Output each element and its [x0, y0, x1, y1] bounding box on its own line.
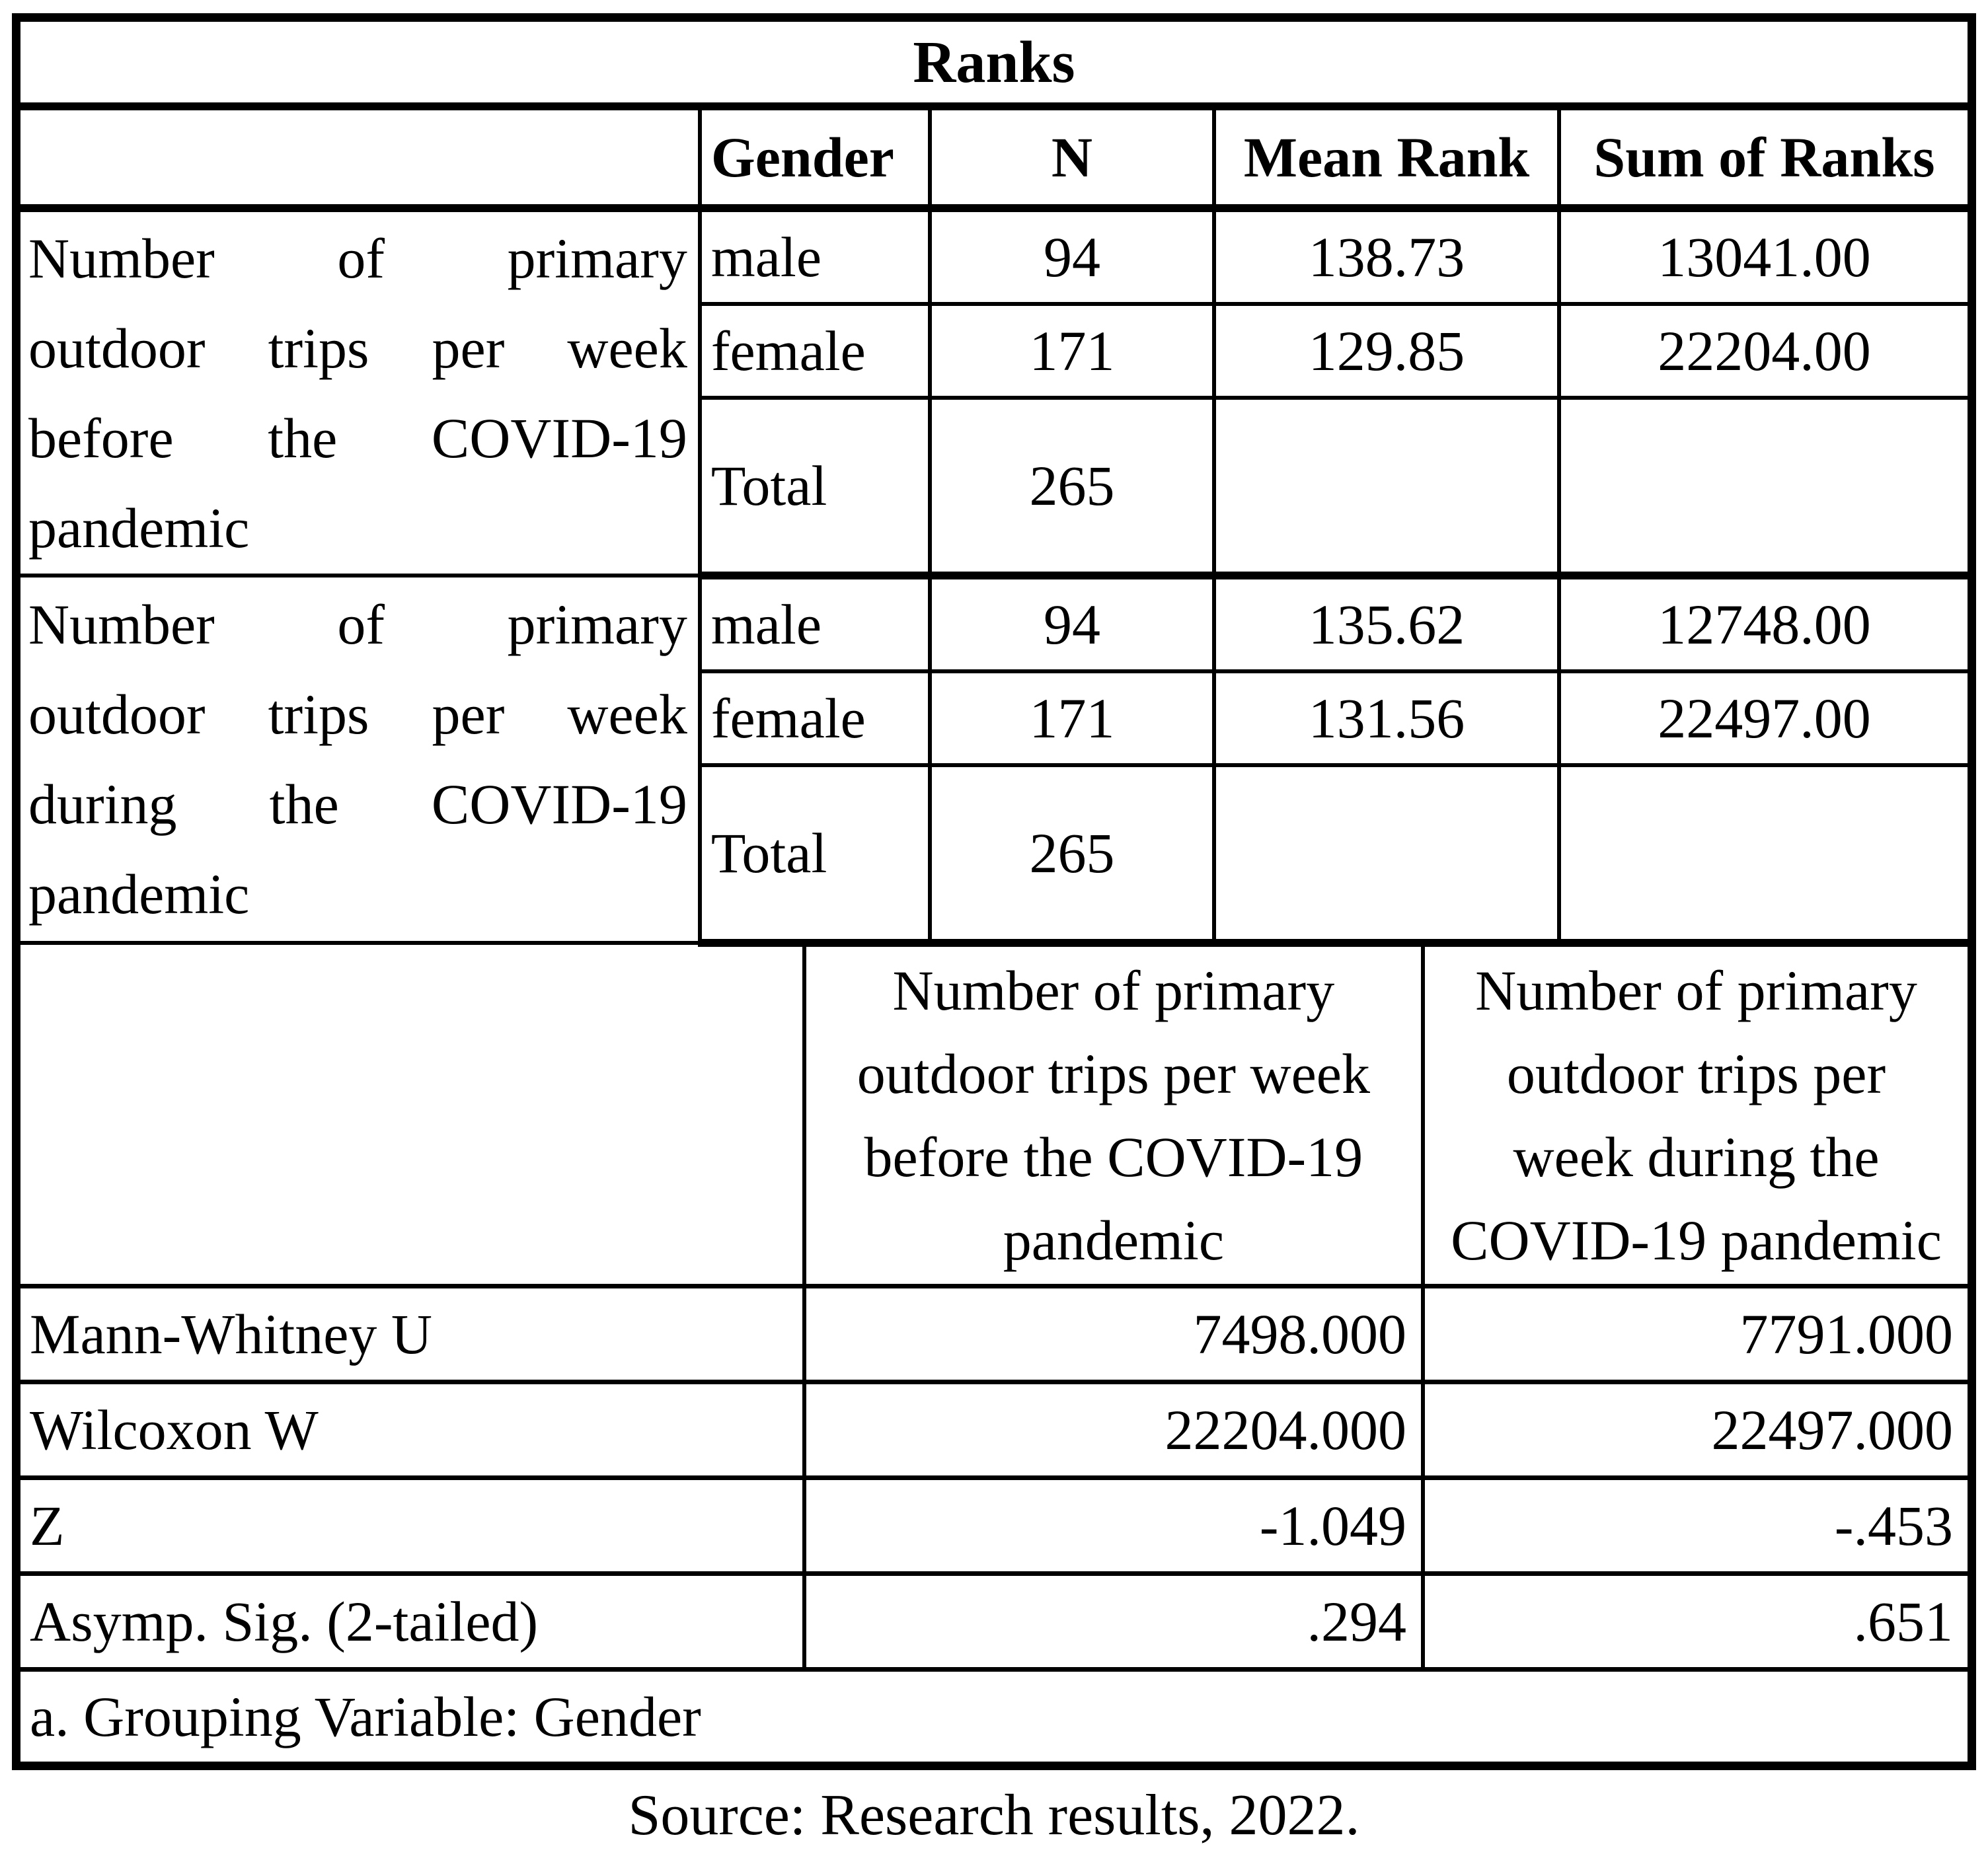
table-row: Mann-Whitney U 7498.000 7791.000 — [20, 1286, 1968, 1384]
table-row-total: Total 265 — [20, 765, 1968, 947]
row-label-line: pandemic — [28, 862, 250, 926]
column-header-gender: Gender — [697, 106, 930, 212]
row-label-line: outdoor trips per week — [28, 316, 687, 380]
gender-cell: male — [697, 576, 930, 673]
column-header-sum-of-ranks: Sum of Ranks — [1556, 106, 1968, 212]
mean-rank-cell: 135.62 — [1212, 576, 1559, 673]
column-header-line: pandemic — [1003, 1209, 1225, 1272]
statistic-value-during: 7791.000 — [1420, 1286, 1968, 1384]
gender-cell: male — [697, 208, 930, 306]
column-header-line: Number of primary — [1475, 959, 1917, 1022]
table-row: Asymp. Sig. (2-tailed) .294 .651 — [20, 1573, 1968, 1672]
column-header-line: outdoor trips per week — [857, 1042, 1370, 1105]
ranks-header-row: Gender N Mean Rank Sum of Ranks — [20, 106, 1968, 212]
column-header-line: outdoor trips per — [1506, 1042, 1886, 1105]
row-label-line: outdoor trips per week — [28, 683, 687, 746]
table-row: Z -1.049 -.453 — [20, 1477, 1968, 1576]
sum-of-ranks-cell: 13041.00 — [1556, 208, 1968, 306]
header-empty-cell — [20, 947, 804, 1288]
statistic-value-during: -.453 — [1420, 1477, 1968, 1576]
sum-of-ranks-cell — [1556, 398, 1968, 579]
column-header-line: Number of primary — [892, 959, 1335, 1022]
row-label-line: Number of primary — [28, 226, 687, 290]
row-label-before: Number of primary outdoor trips per week… — [20, 208, 700, 577]
column-header-during-pandemic: Number of primary outdoor trips per week… — [1420, 947, 1968, 1288]
gender-cell: female — [697, 671, 930, 767]
statistic-label: Z — [20, 1477, 804, 1576]
mean-rank-cell: 129.85 — [1212, 304, 1559, 400]
column-header-line: COVID-19 pandemic — [1451, 1209, 1942, 1272]
column-header-mean-rank: Mean Rank — [1212, 106, 1559, 212]
sum-of-ranks-cell: 22204.00 — [1556, 304, 1968, 400]
table-row: Number of primary outdoor trips per week… — [20, 208, 1968, 577]
sum-of-ranks-cell: 12748.00 — [1556, 576, 1968, 673]
ranks-table: Ranks Gender N Mean Rank Sum of Ranks Nu… — [20, 22, 1968, 947]
row-label-line: Number of primary — [28, 593, 687, 656]
n-cell: 94 — [927, 208, 1215, 306]
n-cell: 265 — [927, 398, 1215, 579]
ranks-title: Ranks — [20, 22, 1968, 110]
statistic-value-before: -1.049 — [802, 1477, 1423, 1576]
header-empty-cell — [20, 106, 700, 212]
n-cell: 171 — [927, 304, 1215, 400]
gender-cell: Total — [697, 398, 930, 579]
gender-cell: female — [697, 304, 930, 400]
statistics-tables: Ranks Gender N Mean Rank Sum of Ranks Nu… — [12, 13, 1976, 1770]
gender-cell: Total — [697, 765, 930, 947]
statistic-value-during: .651 — [1420, 1573, 1968, 1672]
row-label-line: before the COVID-19 — [28, 406, 687, 470]
footnote-row: a. Grouping Variable: Gender — [20, 1670, 1968, 1762]
column-header-before-pandemic: Number of primary outdoor trips per week… — [802, 947, 1423, 1288]
statistic-label: Mann-Whitney U — [20, 1286, 804, 1384]
statistic-value-during: 22497.000 — [1420, 1382, 1968, 1480]
table-row: Wilcoxon W 22204.000 22497.000 — [20, 1382, 1968, 1480]
grouping-variable-footnote: a. Grouping Variable: Gender — [30, 1685, 701, 1748]
table-row-total: Total 265 — [20, 398, 1968, 579]
column-header-n: N — [927, 106, 1215, 212]
statistic-value-before: 7498.000 — [802, 1286, 1423, 1384]
n-cell: 94 — [927, 576, 1215, 673]
row-label-line: pandemic — [28, 496, 250, 560]
table-row: Number of primary outdoor trips per week… — [20, 576, 1968, 945]
mean-rank-cell: 131.56 — [1212, 671, 1559, 767]
table-row: female 171 131.56 22497.00 — [20, 671, 1968, 767]
row-label-during: Number of primary outdoor trips per week… — [20, 576, 700, 945]
statistic-value-before: 22204.000 — [802, 1382, 1423, 1480]
ranks-title-row: Ranks — [20, 22, 1968, 110]
source-note: Source: Research results, 2022. — [628, 1783, 1360, 1847]
table-row: female 171 129.85 22204.00 — [20, 304, 1968, 400]
statistic-value-before: .294 — [802, 1573, 1423, 1672]
n-cell: 265 — [927, 765, 1215, 947]
mean-rank-cell: 138.73 — [1212, 208, 1559, 306]
row-label-line: during the COVID-19 — [28, 772, 687, 836]
test-statistics-table: Number of primary outdoor trips per week… — [20, 947, 1968, 1762]
statistic-label: Asymp. Sig. (2-tailed) — [20, 1573, 804, 1672]
sum-of-ranks-cell — [1556, 765, 1968, 947]
mean-rank-cell — [1212, 765, 1559, 947]
column-header-line: week during the — [1513, 1125, 1880, 1189]
n-cell: 171 — [927, 671, 1215, 767]
sum-of-ranks-cell: 22497.00 — [1556, 671, 1968, 767]
mean-rank-cell — [1212, 398, 1559, 579]
column-header-line: before the COVID-19 — [864, 1125, 1363, 1189]
statistic-label: Wilcoxon W — [20, 1382, 804, 1480]
test-header-row: Number of primary outdoor trips per week… — [20, 947, 1968, 1288]
